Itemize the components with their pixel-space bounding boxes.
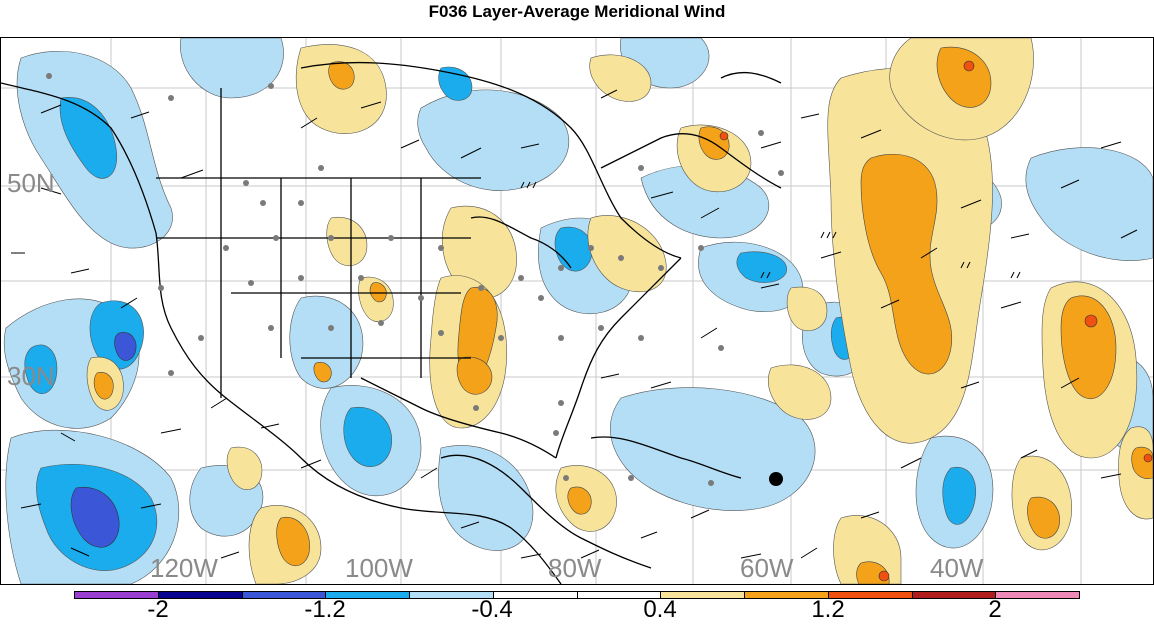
map-panel: 50N 30N bbox=[0, 37, 1154, 585]
lon-label-40w: 40W bbox=[930, 553, 984, 583]
map-title: F036 Layer-Average Meridional Wind bbox=[428, 2, 726, 21]
colorbar-segment bbox=[828, 592, 913, 598]
lon-label-100w: 100W bbox=[345, 553, 413, 583]
negative-wind-strong bbox=[70, 332, 137, 548]
colorbar-segment bbox=[912, 592, 997, 598]
colorbar-label-neg2: -2 bbox=[147, 596, 169, 623]
colorbar-label-0-4: 0.4 bbox=[643, 596, 677, 623]
lon-label-60w: 60W bbox=[740, 553, 794, 583]
colorbar-label-neg0-4: -0.4 bbox=[471, 596, 513, 623]
colorbar-segment bbox=[996, 592, 1079, 598]
lat-label-30n: 30N bbox=[7, 361, 55, 391]
colorbar-segment bbox=[577, 592, 662, 598]
colorbar-label-1-2: 1.2 bbox=[811, 596, 845, 623]
lat-label-50n: 50N bbox=[7, 168, 55, 198]
colorbar-segment bbox=[242, 592, 327, 598]
colorbar-segment bbox=[493, 592, 578, 598]
colorbar-segment bbox=[75, 592, 159, 598]
lon-label-80w: 80W bbox=[548, 553, 602, 583]
positive-wind-medium bbox=[93, 46, 1153, 584]
colorbar-label-2: 2 bbox=[988, 596, 1002, 623]
positive-wind-strong bbox=[719, 60, 1153, 582]
colorbar-segment bbox=[158, 592, 243, 598]
color-scale-bar bbox=[74, 591, 1080, 599]
colorbar-segment bbox=[745, 592, 829, 598]
colorbar-segment bbox=[410, 592, 494, 598]
colorbar-label-neg1-2: -1.2 bbox=[304, 596, 346, 623]
station-dots bbox=[46, 73, 784, 486]
lon-label-120w: 120W bbox=[150, 553, 218, 583]
meridional-wind-map bbox=[1, 38, 1153, 584]
marker-dot bbox=[769, 472, 783, 486]
colorbar-segment bbox=[661, 592, 745, 598]
coastlines-borders bbox=[1, 61, 782, 584]
colorbar-segment bbox=[326, 592, 410, 598]
wind-barbs bbox=[11, 89, 1138, 559]
